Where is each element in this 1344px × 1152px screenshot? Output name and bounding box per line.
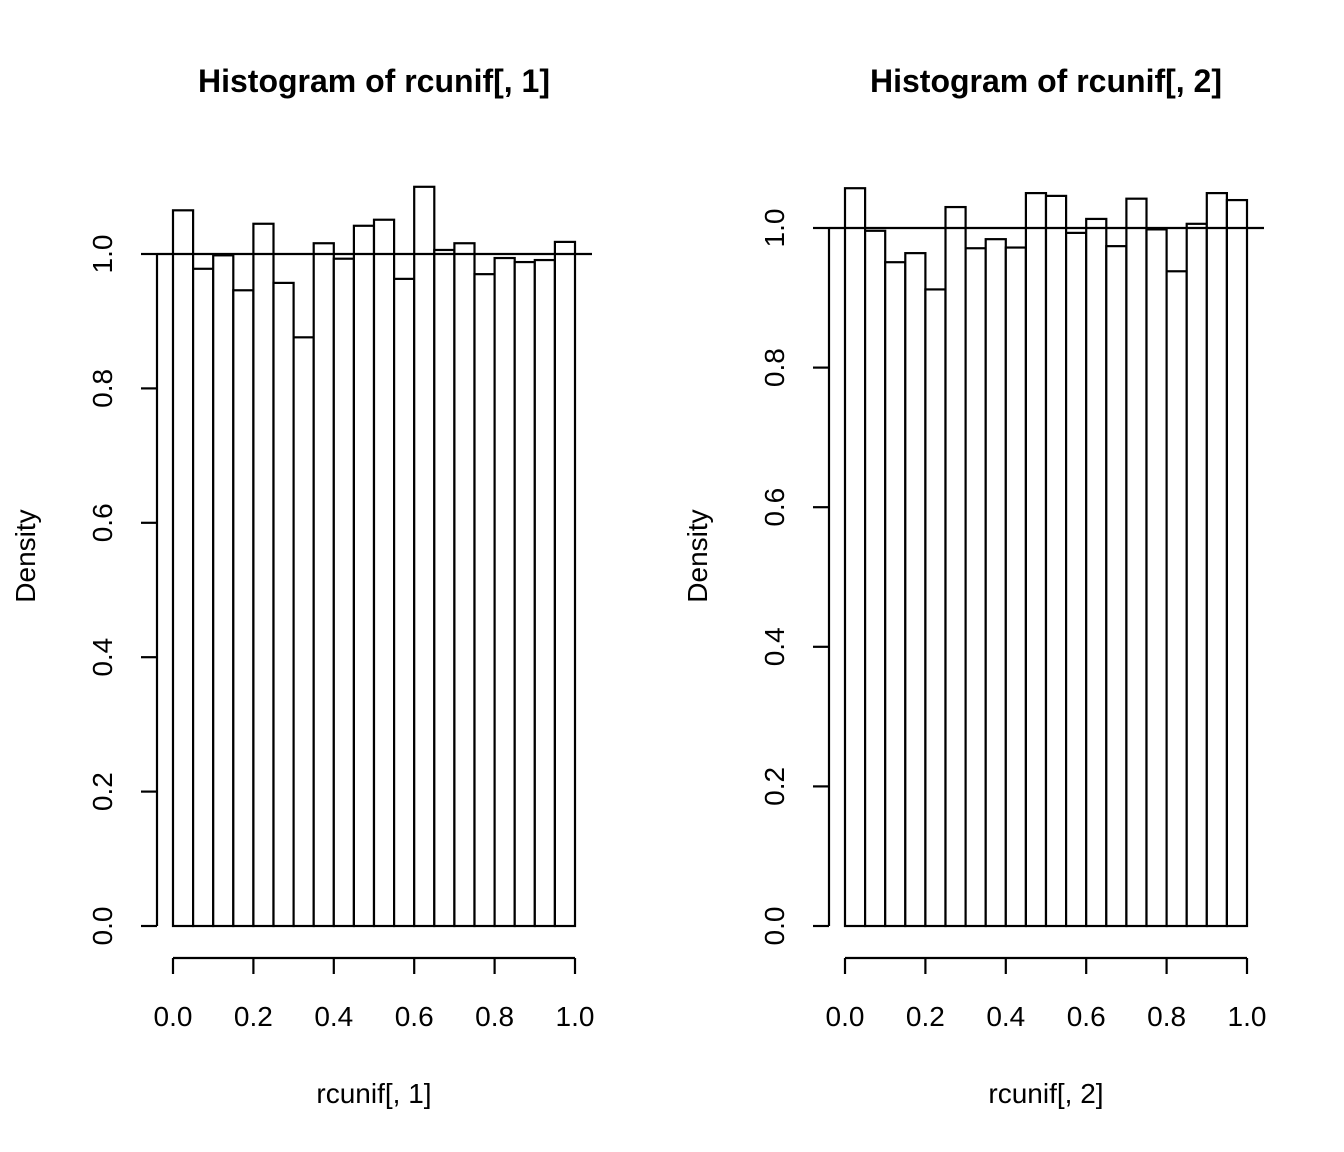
histogram-bar <box>232 289 255 928</box>
histogram-bar <box>1145 228 1168 928</box>
x-tick-label: 0.4 <box>986 1001 1025 1032</box>
histogram-bar <box>212 254 235 928</box>
x-tick-label: 0.6 <box>1067 1001 1106 1032</box>
histogram-bar <box>352 224 376 928</box>
x-tick-label: 1.0 <box>1228 1001 1267 1032</box>
histogram-bar <box>272 281 295 928</box>
histogram-bar <box>473 273 496 928</box>
chart-title: Histogram of rcunif[, 1] <box>198 63 550 99</box>
x-tick-label: 1.0 <box>556 1001 595 1032</box>
histogram-panel-1: Histogram of rcunif[, 1] 0.0 0.2 0.4 0.6 0.8 1… <box>10 63 594 1109</box>
histogram-bar <box>192 267 215 928</box>
y-tick-label: 0.8 <box>759 348 790 387</box>
x-tick-label: 0.8 <box>475 1001 514 1032</box>
histogram-bar <box>433 248 456 928</box>
histogram-bar <box>1044 194 1068 928</box>
histogram-bar <box>553 240 577 928</box>
y-tick-label: 0.6 <box>759 488 790 527</box>
histogram-bar <box>372 218 396 928</box>
histogram-bar <box>964 247 987 928</box>
y-tick-label: 0.0 <box>759 907 790 946</box>
histogram-bar <box>1225 198 1249 928</box>
x-tick-label: 0.8 <box>1147 1001 1186 1032</box>
histogram-bar <box>863 229 887 928</box>
histogram-bar <box>884 261 907 928</box>
y-tick-label: 0.2 <box>759 767 790 806</box>
x-axis-label: rcunif[, 1] <box>316 1078 431 1109</box>
x-tick-label: 0.0 <box>154 1001 193 1032</box>
histogram-bar <box>493 256 516 928</box>
histogram-bar <box>1024 192 1048 928</box>
histogram-bar <box>1165 270 1188 928</box>
histogram-bar <box>924 288 947 928</box>
x-tick-label: 0.2 <box>234 1001 273 1032</box>
histogram-bar <box>1085 217 1108 928</box>
y-tick-label: 0.2 <box>87 772 118 811</box>
histogram-bar <box>1205 192 1229 928</box>
histogram-bar <box>533 258 556 928</box>
histogram-bar <box>1064 231 1088 928</box>
y-axis-label: Density <box>682 509 713 602</box>
y-tick-label: 0.4 <box>87 638 118 677</box>
histogram-bar <box>1105 245 1128 928</box>
y-tick-label: 1.0 <box>87 235 118 274</box>
histogram-bar <box>453 242 476 928</box>
chart-title: Histogram of rcunif[, 2] <box>870 63 1222 99</box>
x-axis-label: rcunif[, 2] <box>988 1078 1103 1109</box>
y-tick-label: 0.6 <box>87 503 118 542</box>
y-tick-label: 0.8 <box>87 369 118 408</box>
histogram-bar <box>1185 222 1208 928</box>
x-tick-label: 0.2 <box>906 1001 945 1032</box>
x-tick-label: 0.4 <box>314 1001 353 1032</box>
y-axis-label: Density <box>10 509 41 602</box>
histogram-bar <box>292 336 315 928</box>
x-tick-label: 0.0 <box>826 1001 865 1032</box>
y-tick-label: 0.0 <box>87 907 118 946</box>
histogram-panel-2: Histogram of rcunif[, 2] 0.0 0.2 0.4 0.6 0.8 1… <box>682 63 1266 1109</box>
histogram-bar <box>1004 246 1027 928</box>
histogram-bar <box>944 205 967 928</box>
histogram-bar <box>312 242 335 928</box>
histogram-bar <box>513 260 536 928</box>
y-tick-label: 1.0 <box>759 209 790 248</box>
histogram-bar <box>413 185 436 928</box>
histogram-bar <box>393 277 416 928</box>
histogram-bar <box>984 238 1007 928</box>
histogram-bar <box>252 222 275 928</box>
histogram-bar <box>904 252 927 928</box>
histogram-bar <box>1125 197 1148 928</box>
x-tick-label: 0.6 <box>395 1001 434 1032</box>
histogram-bar <box>843 187 867 928</box>
y-tick-label: 0.4 <box>759 627 790 666</box>
histogram-bar <box>332 257 355 928</box>
histogram-bar <box>171 209 195 928</box>
